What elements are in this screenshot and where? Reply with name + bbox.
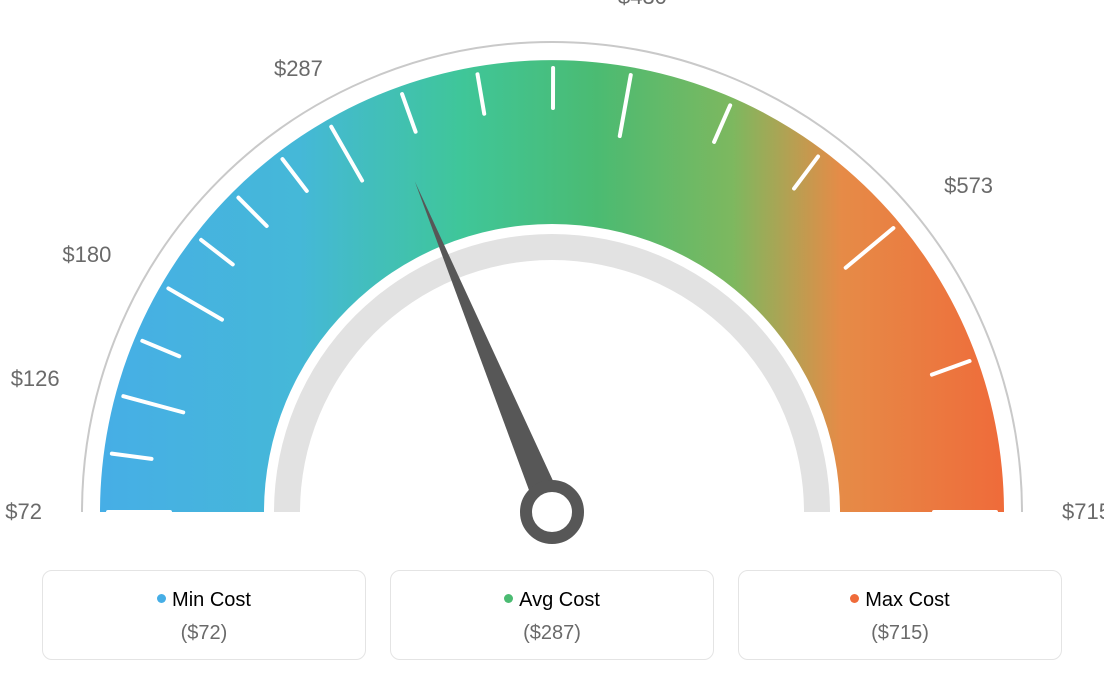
legend-card-avg: Avg Cost ($287) [390,570,714,660]
tick-label: $180 [62,242,111,268]
tick-label: $715 [1062,499,1104,525]
legend-title-avg: Avg Cost [401,589,703,612]
legend-title-min: Min Cost [53,589,355,612]
legend-value-avg: ($287) [401,622,703,645]
legend-value-min: ($72) [53,622,355,645]
legend-dot-max [850,594,859,603]
legend-label-avg: Avg Cost [519,589,600,611]
tick-label: $287 [274,56,323,82]
tick-label: $573 [944,173,993,199]
legend-dot-min [157,594,166,603]
tick-label: $430 [618,0,667,10]
gauge-chart [0,0,1104,560]
legend-label-max: Max Cost [865,589,949,611]
legend-dot-avg [504,594,513,603]
legend-value-max: ($715) [749,622,1051,645]
legend-label-min: Min Cost [172,589,251,611]
tick-label: $126 [11,366,60,392]
gauge-area: $72 $126 $180 $287 $430 $573 $715 [0,0,1104,560]
legend-title-max: Max Cost [749,589,1051,612]
legend-card-min: Min Cost ($72) [42,570,366,660]
legend-row: Min Cost ($72) Avg Cost ($287) Max Cost … [42,570,1062,660]
legend-card-max: Max Cost ($715) [738,570,1062,660]
cost-gauge-container: $72 $126 $180 $287 $430 $573 $715 Min Cost ($7… [0,0,1104,690]
tick-label: $72 [5,499,42,525]
